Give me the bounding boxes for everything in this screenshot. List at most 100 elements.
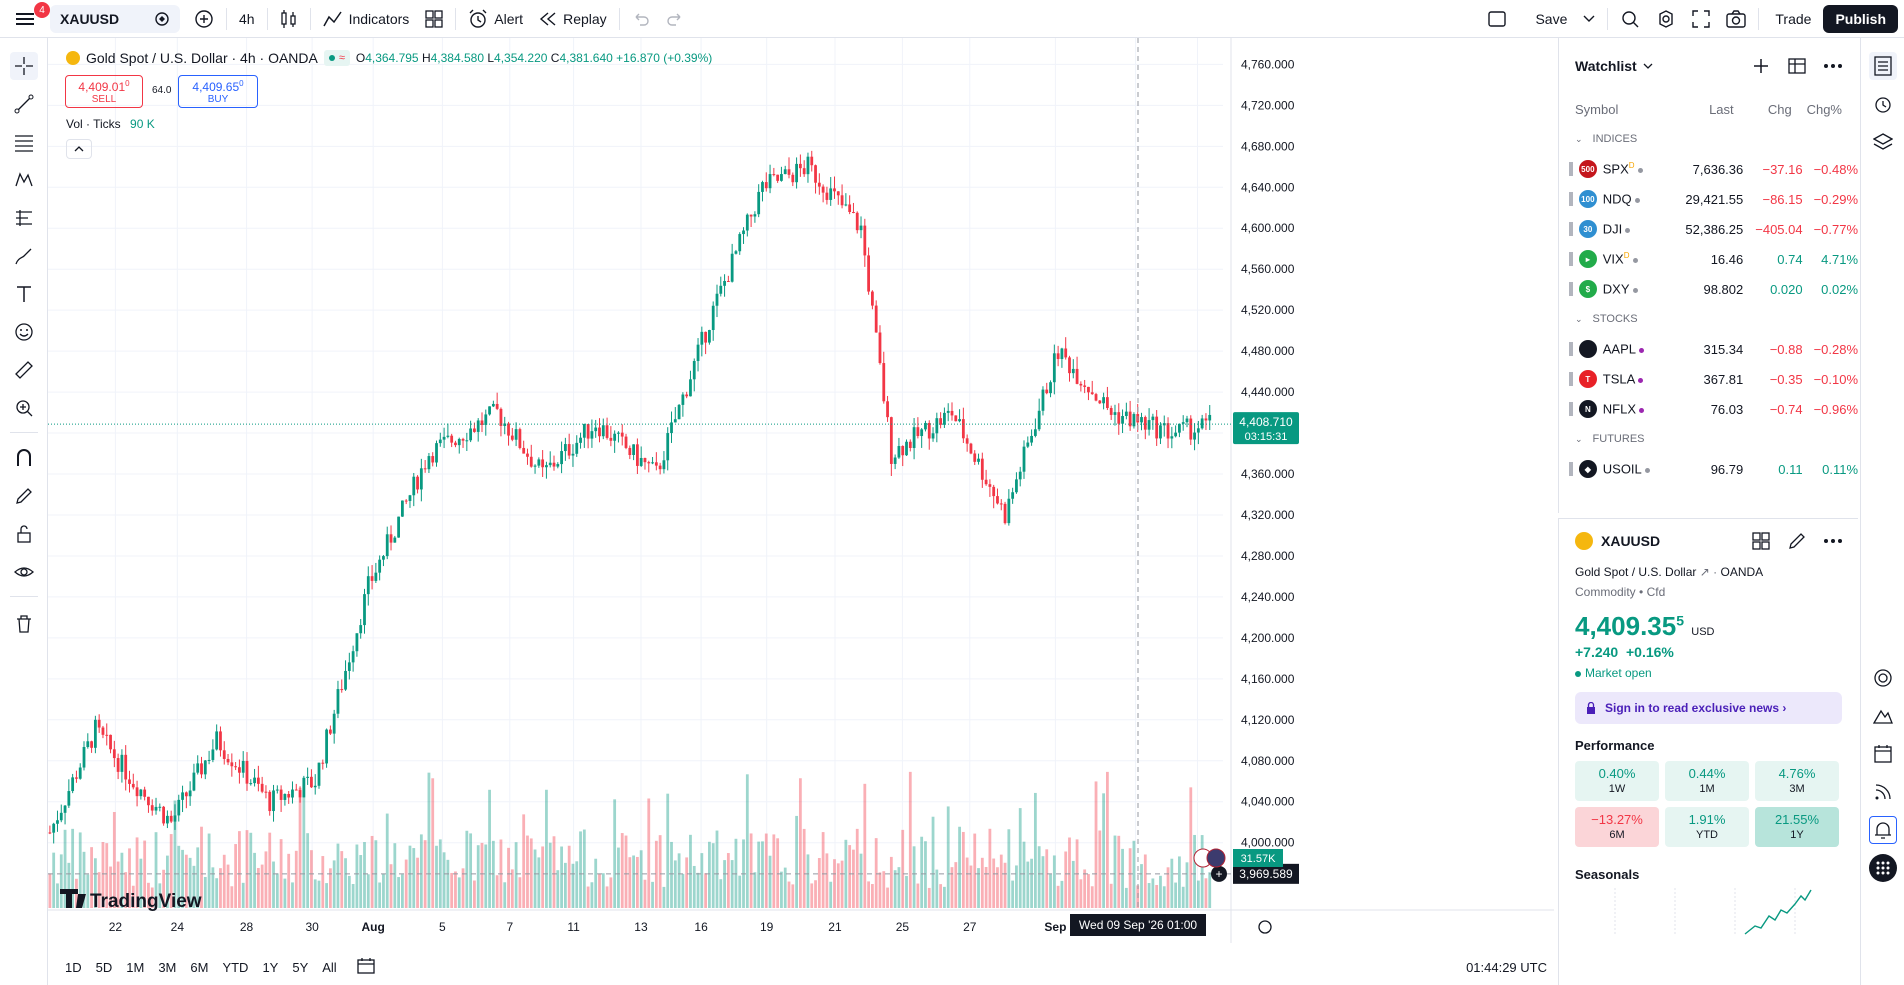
- drag-handle[interactable]: [1569, 282, 1573, 296]
- more-icon[interactable]: [1824, 63, 1842, 69]
- range-button[interactable]: 6M: [190, 960, 209, 975]
- goto-date-button[interactable]: [356, 957, 376, 978]
- utc-clock[interactable]: 01:44:29 UTC: [1466, 960, 1547, 975]
- save-button[interactable]: Save: [1535, 10, 1568, 27]
- event-flag-icon[interactable]: [1206, 848, 1226, 868]
- drag-handle[interactable]: [1569, 402, 1573, 416]
- range-button[interactable]: 5D: [95, 960, 113, 975]
- symbol-search[interactable]: XAUUSD: [50, 4, 180, 33]
- notifications-tab[interactable]: [1869, 816, 1897, 844]
- range-button[interactable]: 5Y: [292, 960, 309, 975]
- interval-button[interactable]: 4h: [239, 10, 255, 27]
- fullscreen-button[interactable]: [1684, 0, 1718, 38]
- magnet-tool[interactable]: [10, 444, 38, 472]
- watchlist-row[interactable]: AAPL 315.34 −0.88 −0.28%: [1559, 334, 1858, 364]
- watchlist-section[interactable]: ⌄ INDICES: [1559, 124, 1858, 154]
- zoom-tool[interactable]: [10, 394, 38, 422]
- drag-handle[interactable]: [1569, 222, 1573, 236]
- templates-button[interactable]: [417, 0, 451, 38]
- pine-tab[interactable]: [1869, 702, 1897, 730]
- range-button[interactable]: 1D: [65, 960, 82, 975]
- watchlist-tab[interactable]: [1869, 52, 1897, 80]
- fib-tool[interactable]: [10, 128, 38, 156]
- watchlist-row[interactable]: ▸ VIXD 16.46 0.74 4.71%: [1559, 244, 1858, 274]
- scale-settings-gear-icon[interactable]: [1258, 920, 1272, 934]
- drag-handle[interactable]: [1569, 192, 1573, 206]
- range-button[interactable]: YTD: [222, 960, 249, 975]
- forecast-tool[interactable]: [10, 204, 38, 232]
- watchlist-section[interactable]: ⌄ FUTURES: [1559, 424, 1858, 454]
- text-tool[interactable]: [10, 280, 38, 308]
- sell-button[interactable]: 4,409.010 SELL: [65, 75, 143, 108]
- drag-handle[interactable]: [1569, 342, 1573, 356]
- chevron-down-icon[interactable]: [1643, 63, 1653, 70]
- snapshot-button[interactable]: [1718, 0, 1754, 38]
- col-chg-pct[interactable]: Chg%: [1806, 101, 1842, 117]
- seasonals-title[interactable]: Seasonals: [1575, 867, 1640, 882]
- external-link-icon[interactable]: ↗: [1699, 565, 1710, 579]
- drag-handle[interactable]: [1569, 372, 1573, 386]
- range-button[interactable]: 3M: [158, 960, 177, 975]
- remove-drawings-tool[interactable]: [10, 610, 38, 638]
- drag-handle[interactable]: [1569, 462, 1573, 476]
- col-symbol[interactable]: Symbol: [1575, 101, 1619, 117]
- settings-button[interactable]: [1648, 0, 1684, 38]
- col-last[interactable]: Last: [1709, 101, 1734, 117]
- chart-canvas[interactable]: 4,760.000 4,720.000 4,680.000 4,640.000 4,60…: [48, 38, 1554, 947]
- seasonals-mini-chart[interactable]: [1575, 886, 1843, 936]
- buy-button[interactable]: 4,409.650 BUY: [178, 75, 258, 108]
- watchlist-row[interactable]: ◆ USOIL 96.79 0.11 0.11%: [1559, 454, 1858, 484]
- news-tab[interactable]: [1869, 778, 1897, 806]
- publish-button[interactable]: Publish: [1823, 4, 1898, 33]
- replay-button[interactable]: Replay: [531, 0, 615, 38]
- watchlist-row[interactable]: N NFLX 76.03 −0.74 −0.96%: [1559, 394, 1858, 424]
- collapse-legend-button[interactable]: [66, 139, 92, 159]
- indicators-button[interactable]: Indicators: [315, 0, 418, 38]
- trade-button[interactable]: Trade: [1775, 10, 1812, 27]
- details-symbol[interactable]: XAUUSD: [1601, 533, 1661, 549]
- apps-tab[interactable]: [1869, 854, 1897, 882]
- menu-button[interactable]: [0, 0, 44, 38]
- emoji-tool[interactable]: [10, 318, 38, 346]
- alert-button[interactable]: Alert: [460, 0, 531, 38]
- pattern-tool[interactable]: [10, 166, 38, 194]
- range-button[interactable]: 1M: [126, 960, 145, 975]
- hide-tool[interactable]: [10, 558, 38, 586]
- calendar-tab[interactable]: [1869, 740, 1897, 768]
- undo-button[interactable]: [624, 0, 658, 38]
- chart-type-button[interactable]: [272, 0, 306, 38]
- drag-handle[interactable]: [1569, 162, 1573, 176]
- measure-tool[interactable]: [10, 356, 38, 384]
- screener-tab[interactable]: [1869, 664, 1897, 692]
- price-chart[interactable]: 4,760.000 4,720.000 4,680.000 4,640.000 4,60…: [48, 38, 1554, 947]
- grid-icon[interactable]: [1752, 532, 1770, 550]
- edit-icon[interactable]: [1788, 532, 1806, 550]
- more-icon[interactable]: [1824, 538, 1842, 544]
- brush-tool[interactable]: [10, 242, 38, 270]
- watchlist-section[interactable]: ⌄ STOCKS: [1559, 304, 1858, 334]
- plus-icon[interactable]: [1752, 57, 1770, 75]
- range-button[interactable]: All: [322, 960, 337, 975]
- watchlist-row[interactable]: 500 SPXD 7,636.36 −37.16 −0.48%: [1559, 154, 1858, 184]
- alerts-tab[interactable]: [1869, 90, 1897, 118]
- range-button[interactable]: 1Y: [262, 960, 279, 975]
- drag-handle[interactable]: [1569, 252, 1573, 266]
- quick-search-button[interactable]: [1612, 0, 1648, 38]
- object-tree-tab[interactable]: [1869, 128, 1897, 156]
- volume-legend[interactable]: Vol · Ticks 90 K: [66, 117, 155, 131]
- trendline-tool[interactable]: [10, 90, 38, 118]
- crosshair-tool[interactable]: [10, 52, 38, 80]
- lock-tool[interactable]: [10, 520, 38, 548]
- add-alert-plus-icon[interactable]: [1211, 865, 1227, 882]
- watchlist-row[interactable]: 30 DJI 52,386.25 −405.04 −0.77%: [1559, 214, 1858, 244]
- news-signin-banner[interactable]: Sign in to read exclusive news ›: [1575, 692, 1842, 724]
- watchlist-row[interactable]: $ DXY 98.802 0.020 0.02%: [1559, 274, 1858, 304]
- col-chg[interactable]: Chg: [1767, 101, 1792, 117]
- redo-button[interactable]: [658, 0, 692, 38]
- table-icon[interactable]: [1788, 57, 1806, 75]
- compare-icon[interactable]: [154, 11, 170, 27]
- watchlist-row[interactable]: 100 NDQ 29,421.55 −86.15 −0.29%: [1559, 184, 1858, 214]
- layout-button[interactable]: [1479, 0, 1515, 38]
- watchlist-title[interactable]: Watchlist: [1575, 58, 1637, 74]
- save-dropdown-button[interactable]: [1575, 0, 1603, 38]
